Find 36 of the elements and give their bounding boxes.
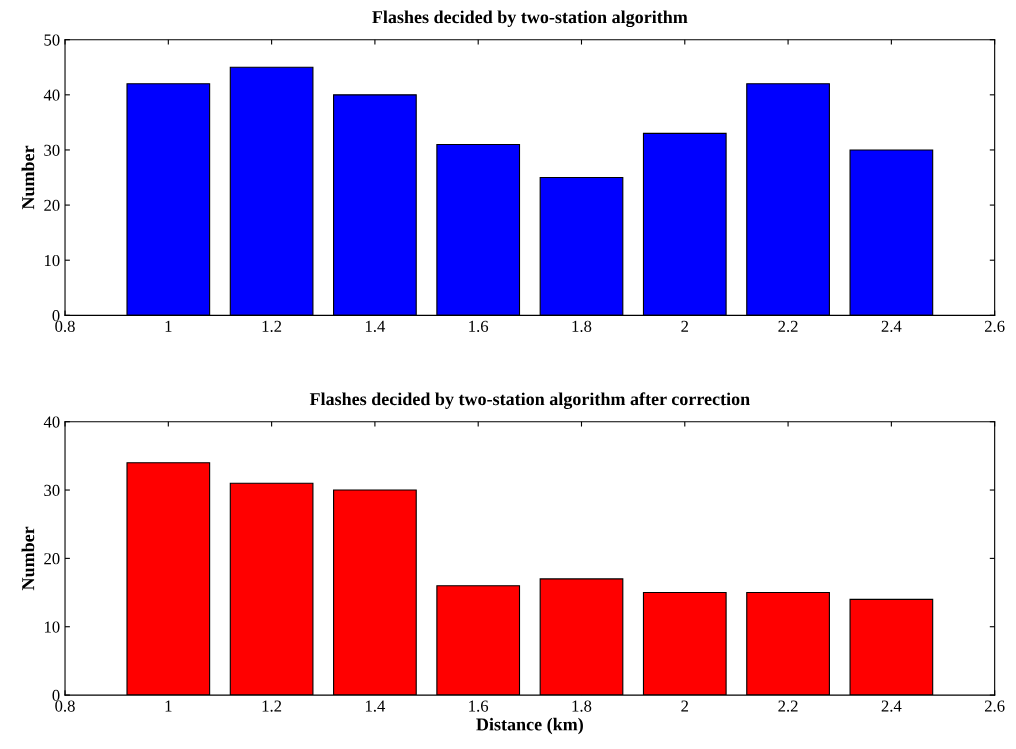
x-tick-label: 2.4 (881, 320, 902, 332)
x-tick-label: 1.6 (469, 320, 489, 332)
y-tick-label: 10 (44, 254, 60, 267)
y-tick-label: 20 (44, 553, 60, 565)
y-tick-label: 20 (44, 199, 60, 212)
x-tick-label: 2.6 (984, 700, 1005, 712)
y-tick-label: 10 (44, 621, 60, 633)
y-tick-label: 40 (43, 89, 60, 101)
x-tick-label: 2.2 (778, 320, 798, 332)
y-tick-label: 50 (44, 34, 60, 46)
x-tick-label: 2.2 (778, 700, 798, 712)
x-tick-label: 1.6 (469, 700, 489, 712)
x-tick-label: 2.4 (881, 700, 902, 712)
x-tick-label: 1.2 (262, 700, 282, 712)
x-tick-label: 1.8 (572, 320, 592, 332)
chart-title: Flashes decided by two-station algorithm after correction (309, 392, 750, 410)
y-axis-title: Number (21, 145, 35, 210)
x-tick-label: 1.4 (365, 320, 386, 332)
chart-title: Flashes decided by two-station algorithm (372, 10, 688, 28)
x-axis-title: Distance (km) (476, 717, 583, 735)
x-tick-label: 1 (165, 320, 172, 332)
y-axis-title: Number (21, 526, 35, 591)
y-tick-label: 0 (52, 310, 60, 322)
x-tick-label: 1 (165, 700, 172, 712)
x-tick-label: 1.8 (572, 700, 592, 712)
x-tick-label: 0.8 (55, 700, 75, 712)
x-tick-label: 1.4 (365, 700, 386, 712)
x-tick-label: 1.2 (262, 320, 282, 332)
x-tick-label: 2 (681, 700, 689, 712)
x-tick-label: 2 (681, 320, 689, 332)
x-tick-label: 2.6 (984, 320, 1005, 332)
y-tick-label: 30 (44, 144, 60, 156)
y-tick-label: 30 (44, 484, 60, 496)
y-tick-label: 40 (43, 416, 60, 428)
x-tick-label: 0.8 (55, 320, 75, 332)
y-tick-label: 0 (52, 689, 60, 702)
